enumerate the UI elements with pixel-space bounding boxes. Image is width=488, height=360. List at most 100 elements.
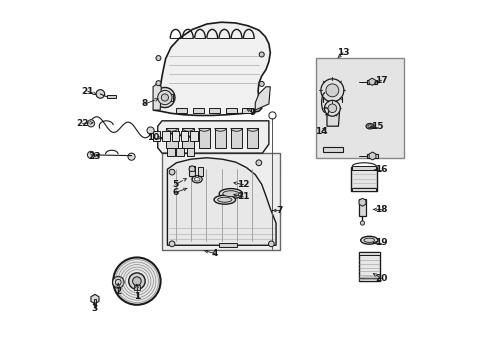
Bar bbox=[214, 128, 226, 148]
Bar bbox=[162, 131, 169, 140]
Bar bbox=[106, 95, 116, 98]
Bar bbox=[166, 128, 178, 148]
Bar bbox=[182, 128, 194, 148]
Text: 21: 21 bbox=[81, 86, 94, 95]
Bar bbox=[225, 108, 236, 113]
Circle shape bbox=[128, 153, 135, 160]
Bar bbox=[219, 243, 237, 247]
Text: 12: 12 bbox=[237, 180, 249, 189]
Bar bbox=[359, 199, 365, 216]
Text: 22: 22 bbox=[76, 119, 88, 128]
Text: 9: 9 bbox=[249, 108, 255, 117]
Bar bbox=[181, 131, 188, 140]
Bar bbox=[188, 166, 195, 176]
Circle shape bbox=[324, 100, 340, 116]
Circle shape bbox=[113, 257, 160, 305]
Circle shape bbox=[259, 52, 264, 57]
Circle shape bbox=[112, 276, 124, 288]
Text: 18: 18 bbox=[374, 205, 387, 214]
Circle shape bbox=[360, 221, 364, 225]
Circle shape bbox=[132, 277, 141, 285]
Circle shape bbox=[147, 127, 154, 134]
Bar bbox=[351, 167, 376, 192]
Bar bbox=[153, 131, 160, 140]
Ellipse shape bbox=[219, 189, 242, 199]
Bar bbox=[171, 131, 179, 140]
Ellipse shape bbox=[360, 236, 377, 244]
Text: 16: 16 bbox=[374, 166, 387, 175]
Circle shape bbox=[325, 84, 338, 97]
Text: 10: 10 bbox=[146, 133, 159, 142]
Circle shape bbox=[156, 55, 161, 60]
Circle shape bbox=[156, 81, 161, 86]
Text: 23: 23 bbox=[88, 152, 101, 161]
Polygon shape bbox=[188, 166, 195, 171]
Polygon shape bbox=[326, 110, 339, 126]
Bar bbox=[176, 148, 183, 156]
Text: 2: 2 bbox=[115, 287, 121, 296]
Ellipse shape bbox=[214, 195, 235, 204]
Polygon shape bbox=[153, 22, 270, 116]
Bar bbox=[366, 154, 377, 158]
Bar bbox=[192, 108, 203, 113]
Text: 17: 17 bbox=[374, 76, 387, 85]
Polygon shape bbox=[368, 78, 374, 85]
Bar bbox=[190, 131, 197, 140]
Bar bbox=[358, 252, 379, 255]
Bar bbox=[209, 108, 220, 113]
Circle shape bbox=[259, 81, 264, 86]
Polygon shape bbox=[153, 83, 161, 110]
Circle shape bbox=[87, 151, 94, 158]
Text: 7: 7 bbox=[276, 206, 282, 215]
Bar bbox=[162, 153, 280, 250]
Ellipse shape bbox=[367, 125, 371, 128]
Circle shape bbox=[128, 273, 145, 289]
Text: 20: 20 bbox=[374, 274, 387, 283]
Bar bbox=[351, 166, 376, 170]
Circle shape bbox=[327, 104, 336, 113]
Bar bbox=[366, 80, 376, 84]
Text: 5: 5 bbox=[172, 180, 179, 189]
Text: 3: 3 bbox=[91, 303, 98, 312]
Bar bbox=[187, 148, 194, 156]
Circle shape bbox=[87, 120, 94, 127]
Text: 15: 15 bbox=[370, 122, 383, 131]
Circle shape bbox=[115, 279, 121, 285]
Bar bbox=[230, 128, 242, 148]
Text: 19: 19 bbox=[374, 238, 387, 247]
Ellipse shape bbox=[366, 123, 373, 129]
Polygon shape bbox=[255, 87, 270, 110]
Circle shape bbox=[158, 90, 172, 105]
Text: 4: 4 bbox=[211, 249, 218, 258]
Bar bbox=[176, 108, 187, 113]
Text: 8: 8 bbox=[142, 99, 148, 108]
Ellipse shape bbox=[217, 197, 231, 202]
Polygon shape bbox=[158, 121, 268, 153]
Bar bbox=[198, 128, 210, 148]
Bar bbox=[167, 148, 174, 156]
Text: 11: 11 bbox=[237, 192, 249, 201]
Polygon shape bbox=[368, 152, 375, 160]
Bar bbox=[94, 299, 96, 306]
Ellipse shape bbox=[194, 177, 200, 181]
Bar bbox=[156, 94, 173, 101]
Bar bbox=[351, 188, 376, 192]
Ellipse shape bbox=[223, 191, 239, 197]
Text: 1: 1 bbox=[134, 292, 140, 301]
Text: 14: 14 bbox=[315, 127, 327, 136]
Bar bbox=[322, 147, 343, 152]
Circle shape bbox=[169, 169, 175, 175]
Polygon shape bbox=[358, 198, 365, 206]
Circle shape bbox=[255, 160, 261, 166]
Polygon shape bbox=[167, 158, 276, 245]
Bar bbox=[358, 252, 379, 281]
Text: 13: 13 bbox=[336, 48, 348, 57]
Bar bbox=[242, 108, 253, 113]
Bar bbox=[198, 167, 203, 176]
Circle shape bbox=[320, 79, 343, 102]
Polygon shape bbox=[91, 294, 99, 304]
Bar bbox=[246, 128, 258, 148]
Bar bbox=[134, 285, 140, 290]
Circle shape bbox=[268, 241, 274, 247]
Circle shape bbox=[96, 90, 104, 98]
